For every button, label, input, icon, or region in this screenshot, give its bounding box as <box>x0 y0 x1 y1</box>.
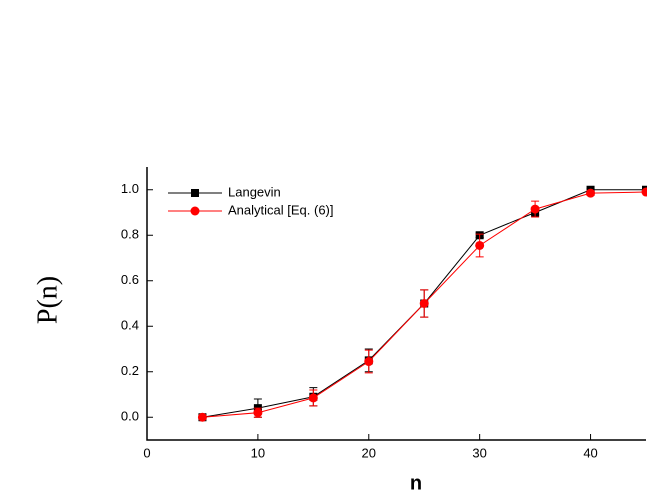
x-axis-label: n <box>410 472 422 494</box>
y-tick-label: 0.2 <box>121 363 139 378</box>
x-tick-label: 40 <box>583 445 597 460</box>
y-axis-label: P(n) <box>32 276 63 324</box>
x-tick-label: 30 <box>472 445 486 460</box>
legend-label: Langevin <box>228 184 281 199</box>
y-tick-label: 0.6 <box>121 272 139 287</box>
marker <box>364 357 374 367</box>
x-tick-label: 0 <box>143 445 150 460</box>
y-tick-label: 1.0 <box>121 181 139 196</box>
y-tick-label: 0.0 <box>121 409 139 424</box>
marker <box>197 412 207 422</box>
y-tick-label: 0.8 <box>121 227 139 242</box>
x-tick-label: 10 <box>251 445 265 460</box>
marker <box>530 204 540 214</box>
marker <box>190 206 200 216</box>
marker <box>308 393 318 403</box>
marker <box>191 189 199 197</box>
y-tick-label: 0.4 <box>121 318 139 333</box>
marker <box>586 188 596 198</box>
x-tick-label: 20 <box>362 445 376 460</box>
axis-frame <box>146 167 646 441</box>
marker <box>253 408 263 418</box>
marker <box>475 240 485 250</box>
legend-label: Analytical [Eq. (6)] <box>228 202 334 217</box>
marker <box>419 299 429 308</box>
marker <box>641 187 647 197</box>
